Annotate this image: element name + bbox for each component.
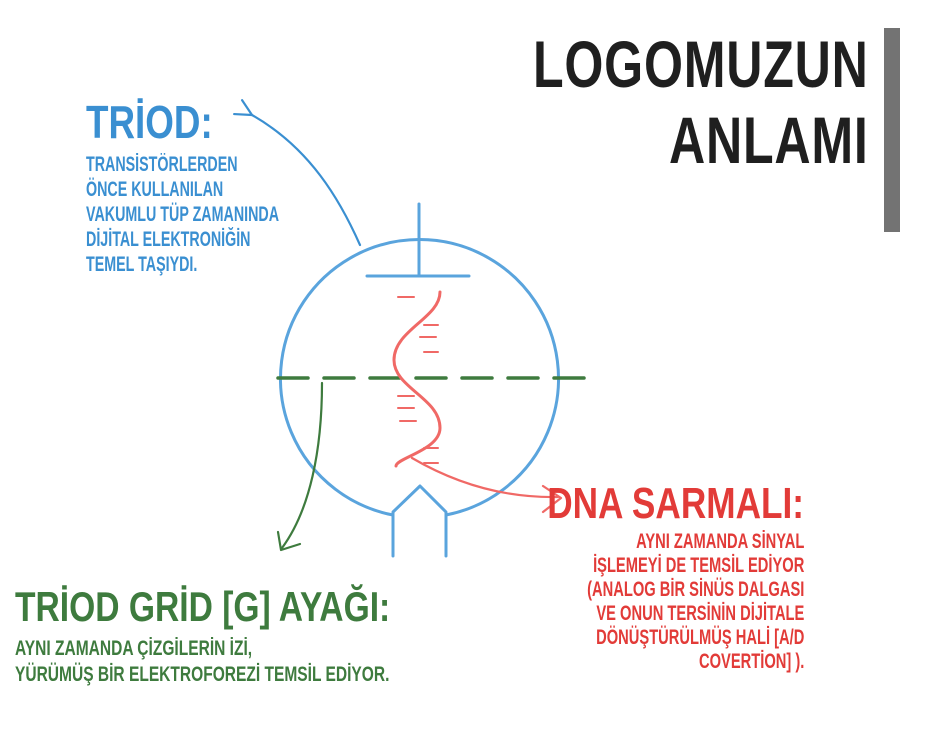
dna-line: COVERTİON] ). xyxy=(698,650,804,673)
grid-line: AYNI ZAMANDA ÇİZGİLERİN İZİ, xyxy=(15,637,253,660)
dna-heading: DNA SARMALI: xyxy=(547,479,804,528)
grid-description: AYNI ZAMANDA ÇİZGİLERİN İZİ, YÜRÜMÜŞ BİR… xyxy=(15,636,389,688)
triod-line: VAKUMLU TÜP ZAMANINDA xyxy=(86,203,280,226)
triod-line: TRANSİSTÖRLERDEN xyxy=(86,153,238,176)
grid-heading: TRİOD GRİD [G] AYAĞI: xyxy=(15,583,391,630)
dna-pointer-arrow xyxy=(410,456,560,499)
triod-line: ÖNCE KULLANILAN xyxy=(86,178,224,201)
dna-arrow-head xyxy=(541,484,563,514)
page-title: LOGOMUZUN ANLAMI xyxy=(533,26,869,178)
dna-sine-wave xyxy=(392,290,442,468)
dna-line: VE ONUN TERSİNİN DİJİTALE xyxy=(596,602,804,625)
triod-heading: TRİOD: xyxy=(86,96,213,148)
dna-description: AYNI ZAMANDA SİNYAL İŞLEMEYİ DE TEMSİL E… xyxy=(587,530,804,674)
triod-pointer-arrow xyxy=(233,99,362,247)
grid-arrow-head xyxy=(276,530,302,552)
grid-pointer-arrow xyxy=(280,381,324,550)
tube-base-pins xyxy=(391,484,448,558)
dna-line: İŞLEMEYİ DE TEMSİL EDİYOR xyxy=(592,554,804,577)
title-line-2: ANLAMI xyxy=(669,103,869,177)
dna-line: AYNI ZAMANDA SİNYAL xyxy=(635,530,804,553)
title-accent-bar xyxy=(884,28,900,232)
grid-line: YÜRÜMÜŞ BİR ELEKTROFOREZİ TEMSİL EDİYOR. xyxy=(15,663,390,686)
dna-line: DÖNÜŞTÜRÜLMÜŞ HALİ [A/D xyxy=(595,626,804,649)
triod-line: TEMEL TAŞIYDI. xyxy=(86,253,198,276)
triod-description: TRANSİSTÖRLERDEN ÖNCE KULLANILAN VAKUMLU… xyxy=(86,152,279,277)
triod-line: DİJİTAL ELEKTRONİĞİN xyxy=(86,228,251,251)
dna-rungs xyxy=(397,296,439,464)
title-line-1: LOGOMUZUN xyxy=(533,27,869,101)
dna-line: (ANALOG BİR SİNÜS DALGASI xyxy=(586,578,804,601)
